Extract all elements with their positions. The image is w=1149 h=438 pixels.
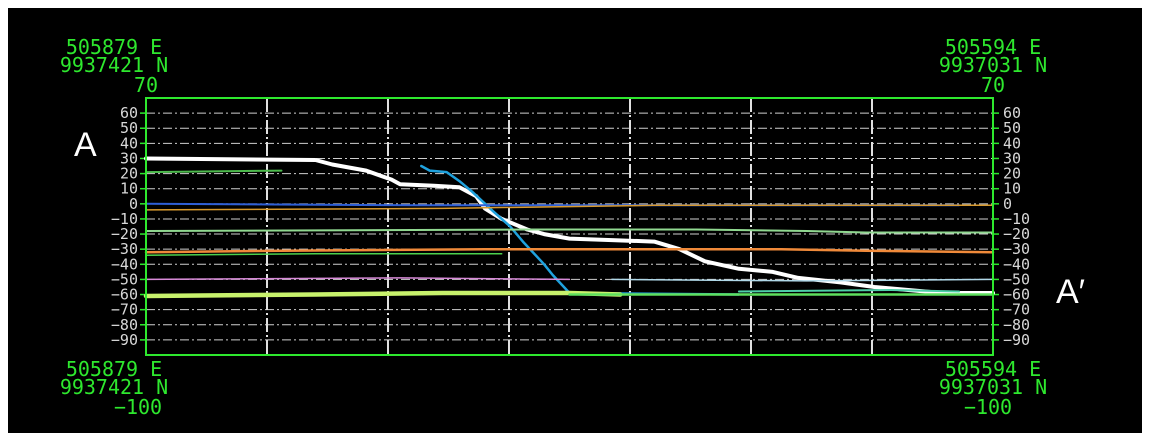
corner-bottom-left: 505879 E 9937421 N −100 bbox=[60, 357, 168, 419]
tick-label-right: −90 bbox=[1003, 331, 1030, 349]
tick-label-right: 60 bbox=[1003, 104, 1021, 122]
tick-label-right: 10 bbox=[1003, 180, 1021, 198]
tick-label-left: 0 bbox=[129, 195, 138, 213]
chart-frame: 60 50 40 30 20 10 0 −10 −20 −30 −40 −50 −60 −70 −80 −90… bbox=[8, 8, 1142, 433]
tick-label-left: 40 bbox=[120, 134, 138, 152]
tick-label-right: −80 bbox=[1003, 316, 1030, 334]
series-line-12 bbox=[737, 289, 961, 293]
tick-label-right: 40 bbox=[1003, 134, 1021, 152]
tick-label-right: −70 bbox=[1003, 301, 1030, 319]
plot-border bbox=[145, 97, 994, 356]
series-line-1 bbox=[144, 156, 995, 295]
bottom-right-northing: 9937031 N bbox=[939, 375, 1047, 399]
series-line-9 bbox=[145, 277, 571, 281]
tick-label-left: −50 bbox=[111, 270, 138, 288]
tick-label-left: −40 bbox=[111, 255, 138, 273]
tick-label-left: −20 bbox=[111, 225, 138, 243]
corner-top-left: 505879 E 9937421 N 70 bbox=[60, 35, 168, 97]
tick-label-left: −10 bbox=[111, 210, 138, 228]
series-line-13 bbox=[143, 290, 623, 299]
top-right-easting: 505594 E bbox=[945, 35, 1041, 59]
tick-label-right: −10 bbox=[1003, 210, 1030, 228]
top-left-elevation: 70 bbox=[134, 73, 158, 97]
tick-label-right: −60 bbox=[1003, 286, 1030, 304]
tick-label-left: 30 bbox=[120, 149, 138, 167]
tick-label-right: 20 bbox=[1003, 165, 1021, 183]
tick-label-right: −20 bbox=[1003, 225, 1030, 243]
tick-label-left: −30 bbox=[111, 240, 138, 258]
series-group bbox=[143, 156, 995, 299]
bottom-right-easting: 505594 E bbox=[945, 357, 1041, 381]
bottom-left-easting: 505879 E bbox=[66, 357, 162, 381]
bottom-left-elevation: −100 bbox=[114, 395, 162, 419]
tick-label-right: −50 bbox=[1003, 270, 1030, 288]
tick-label-right: 30 bbox=[1003, 149, 1021, 167]
tick-label-right: −40 bbox=[1003, 255, 1030, 273]
tick-label-left: −70 bbox=[111, 301, 138, 319]
tick-label-right: 50 bbox=[1003, 119, 1021, 137]
tick-label-left: 20 bbox=[120, 165, 138, 183]
tick-label-left: 10 bbox=[120, 180, 138, 198]
end-label-a-prime: A′ bbox=[1056, 273, 1085, 311]
tick-label-left: 50 bbox=[120, 119, 138, 137]
top-right-elevation: 70 bbox=[981, 73, 1005, 97]
top-left-easting: 505879 E bbox=[66, 35, 162, 59]
top-right-northing: 9937031 N bbox=[939, 53, 1047, 77]
tick-label-left: −90 bbox=[111, 331, 138, 349]
tick-label-left: −80 bbox=[111, 316, 138, 334]
tick-label-right: 0 bbox=[1003, 195, 1012, 213]
bottom-left-northing: 9937421 N bbox=[60, 375, 168, 399]
series-line-6 bbox=[145, 228, 994, 234]
series-line-7 bbox=[144, 247, 995, 254]
series-line-8 bbox=[145, 252, 503, 256]
end-label-a: A bbox=[74, 126, 97, 164]
bottom-right-elevation: −100 bbox=[964, 395, 1012, 419]
series-line-5 bbox=[145, 169, 283, 174]
tick-label-left: −60 bbox=[111, 286, 138, 304]
series-line-10 bbox=[611, 278, 994, 282]
tick-label-right: −30 bbox=[1003, 240, 1030, 258]
series-line-2 bbox=[420, 164, 741, 296]
corner-bottom-right: 505594 E 9937031 N −100 bbox=[939, 357, 1047, 419]
grid bbox=[146, 98, 993, 355]
series-line-4 bbox=[145, 204, 994, 211]
top-left-northing: 9937421 N bbox=[60, 53, 168, 77]
tick-label-left: 60 bbox=[120, 104, 138, 122]
cross-section-chart: 6050403020100−10−20−30−40−50−60−70−80−90… bbox=[60, 35, 1085, 419]
corner-top-right: 505594 E 9937031 N 70 bbox=[939, 35, 1047, 97]
